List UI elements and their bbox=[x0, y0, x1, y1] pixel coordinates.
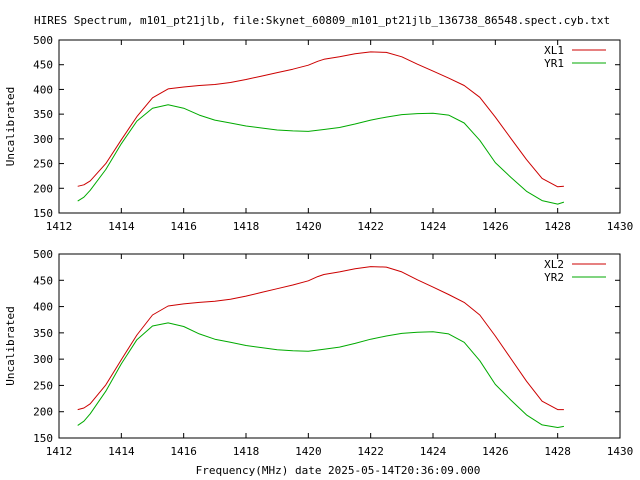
series-line-xl1 bbox=[77, 51, 564, 188]
legend-label: XL2 bbox=[544, 258, 564, 271]
y-tick-label: 250 bbox=[33, 158, 53, 171]
y-tick-label: 450 bbox=[33, 59, 53, 72]
y-tick-label: 500 bbox=[33, 248, 53, 261]
x-tick-label: 1418 bbox=[233, 445, 260, 458]
x-tick-label: 1424 bbox=[420, 445, 447, 458]
x-tick-label: 1426 bbox=[482, 445, 509, 458]
y-tick-label: 450 bbox=[33, 274, 53, 287]
plot-frame bbox=[58, 253, 621, 439]
y-tick-label: 400 bbox=[33, 301, 53, 314]
x-tick-label: 1430 bbox=[607, 445, 634, 458]
chart-panel-1: 150 200 250 300 350 400 450 500 1412 1414 1416 1418… bbox=[4, 34, 633, 233]
y-tick-label: 200 bbox=[33, 182, 53, 195]
chart-panel-2: 150 200 250 300 350 400 450 500 1412 1414 1416 1418… bbox=[4, 248, 633, 458]
x-tick-label: 1416 bbox=[170, 445, 197, 458]
y-axis-label: Uncalibrated bbox=[4, 306, 17, 385]
x-tick-label: 1414 bbox=[108, 445, 135, 458]
chart-panels: 150 200 250 300 350 400 450 500 1412 1414 1416 1418… bbox=[4, 34, 633, 458]
plot-frame bbox=[58, 39, 621, 214]
x-tick-label: 1422 bbox=[357, 445, 384, 458]
x-tick-label: 1420 bbox=[295, 220, 322, 233]
y-tick-label: 400 bbox=[33, 83, 53, 96]
x-tick-label: 1412 bbox=[46, 220, 73, 233]
y-tick-label: 200 bbox=[33, 406, 53, 419]
y-tick-label: 350 bbox=[33, 108, 53, 121]
x-tick-label: 1430 bbox=[607, 220, 634, 233]
x-tick-label: 1412 bbox=[46, 445, 73, 458]
series-line-yr2 bbox=[77, 322, 564, 428]
x-tick-label: 1424 bbox=[420, 220, 447, 233]
x-tick-label: 1416 bbox=[170, 220, 197, 233]
x-axis-label: Frequency(MHz) date 2025-05-14T20:36:09.… bbox=[196, 464, 481, 477]
legend-label: YR1 bbox=[544, 57, 564, 70]
x-tick-label: 1428 bbox=[544, 220, 571, 233]
figure-title: HIRES Spectrum, m101_pt21jlb, file:Skyne… bbox=[34, 14, 610, 27]
y-tick-label: 350 bbox=[33, 327, 53, 340]
x-tick-label: 1418 bbox=[233, 220, 260, 233]
legend-label: YR2 bbox=[544, 271, 564, 284]
y-tick-label: 300 bbox=[33, 133, 53, 146]
y-axis-label: Uncalibrated bbox=[4, 87, 17, 166]
y-tick-label: 150 bbox=[33, 207, 53, 220]
y-tick-label: 300 bbox=[33, 353, 53, 366]
x-tick-label: 1422 bbox=[357, 220, 384, 233]
x-tick-label: 1428 bbox=[544, 445, 571, 458]
x-tick-label: 1426 bbox=[482, 220, 509, 233]
x-tick-label: 1420 bbox=[295, 445, 322, 458]
legend-label: XL1 bbox=[544, 44, 564, 57]
series-line-yr1 bbox=[77, 104, 565, 205]
x-tick-label: 1414 bbox=[108, 220, 135, 233]
y-tick-label: 250 bbox=[33, 379, 53, 392]
series-line-xl2 bbox=[77, 266, 564, 411]
y-tick-label: 150 bbox=[33, 432, 53, 445]
y-tick-label: 500 bbox=[33, 34, 53, 47]
